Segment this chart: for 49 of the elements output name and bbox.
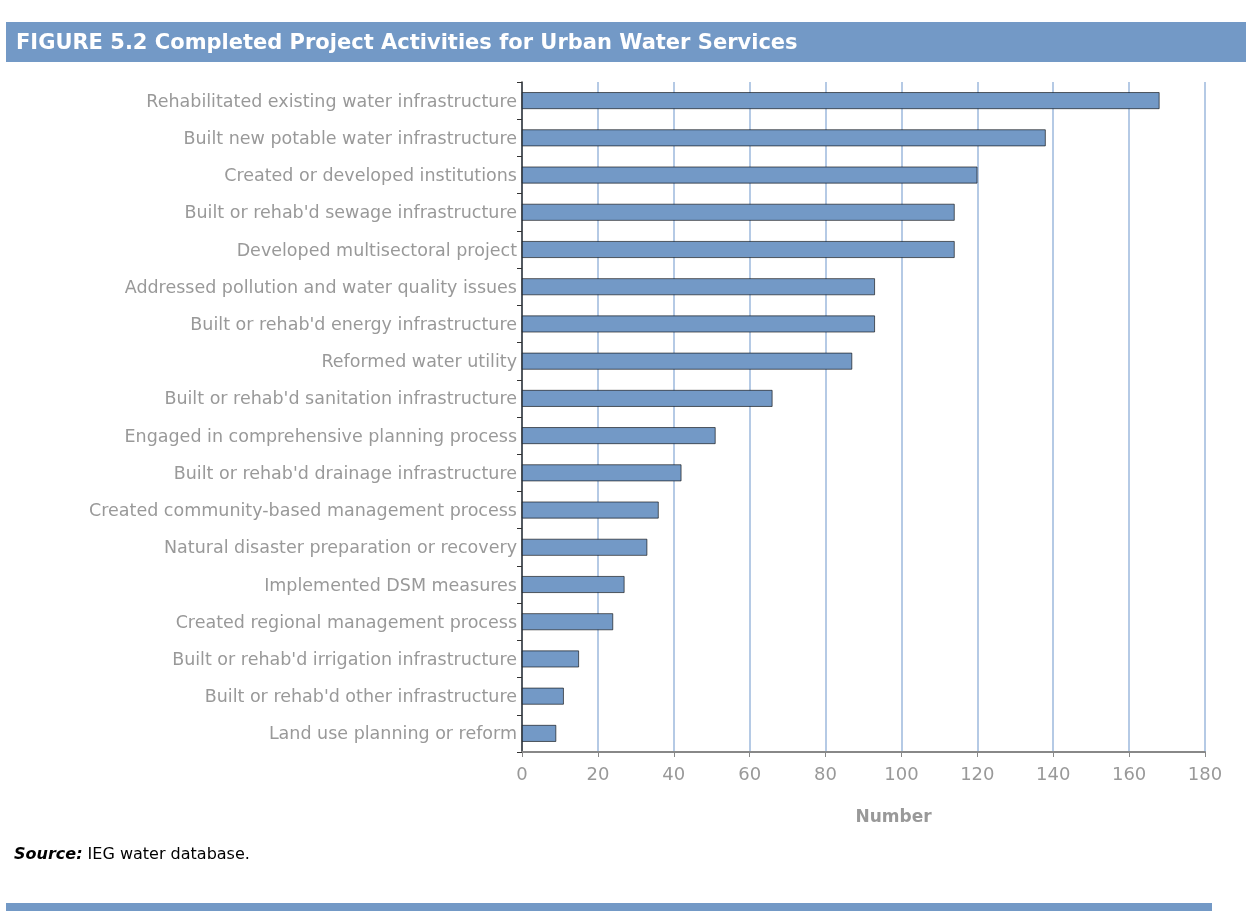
x-tick-label: 40 — [662, 762, 686, 784]
source-note: Source: IEG water database. — [14, 843, 250, 863]
y-tick-label: Created community-based management process — [89, 500, 517, 521]
chart-title: FIGURE 5.2 Completed Project Activities for Urban Water Services — [6, 22, 1246, 62]
bar — [522, 576, 625, 593]
bar — [522, 92, 1160, 109]
x-tick-label: 20 — [586, 762, 610, 784]
bar — [522, 166, 978, 184]
y-tick-label: Built or rehab'd drainage infrastructure — [173, 462, 517, 483]
bar — [522, 390, 773, 407]
y-tick-label: Built or rehab'd other infrastructure — [204, 686, 517, 707]
y-tick-label: Developed multisectoral project — [236, 239, 518, 260]
y-tick-label: Built or rehab'd sewage infrastructure — [184, 202, 517, 223]
bar — [522, 427, 716, 444]
bar — [522, 315, 875, 333]
y-tick-label: Engaged in comprehensive planning process — [124, 425, 517, 446]
bar — [522, 613, 614, 631]
x-tick-label: 160 — [1111, 762, 1147, 784]
x-tick-label: 180 — [1187, 762, 1223, 784]
x-tick-label: 100 — [884, 762, 919, 784]
x-tick-label: 140 — [1036, 762, 1071, 784]
y-tick-label: Reformed water utility — [321, 351, 517, 372]
y-tick-label: Built or rehab'd sanitation infrastructure — [164, 388, 517, 409]
bar — [522, 278, 875, 296]
bar — [522, 241, 955, 258]
bar — [522, 129, 1046, 147]
y-tick-label: Created regional management process — [175, 611, 517, 632]
x-tick-label: 80 — [814, 762, 838, 784]
bar — [522, 352, 853, 370]
y-tick-label: Built new potable water infrastructure — [183, 127, 517, 148]
x-tick-label: 120 — [960, 762, 995, 784]
bar — [522, 203, 955, 221]
y-tick-label: Land use planning or reform — [268, 723, 517, 744]
bar — [522, 501, 659, 519]
y-tick-label: Created or developed institutions — [224, 165, 517, 186]
bar — [522, 464, 682, 482]
x-axis-title: Number — [855, 805, 933, 826]
bar — [522, 725, 557, 742]
bar — [522, 687, 564, 705]
x-tick-label: 0 — [516, 762, 528, 784]
x-tick-label: 60 — [738, 762, 762, 784]
y-tick-label: Implemented DSM measures — [264, 574, 517, 595]
y-tick-label: Rehabilitated existing water infrastructure — [146, 90, 517, 111]
bar — [522, 538, 648, 556]
y-tick-label: Addressed pollution and water quality issues — [124, 276, 517, 297]
bar — [522, 650, 579, 668]
y-tick-label: Built or rehab'd irrigation infrastructure — [172, 648, 517, 669]
y-tick-label: Built or rehab'd energy infrastructure — [190, 313, 517, 334]
y-tick-label: Natural disaster preparation or recovery — [164, 537, 517, 558]
